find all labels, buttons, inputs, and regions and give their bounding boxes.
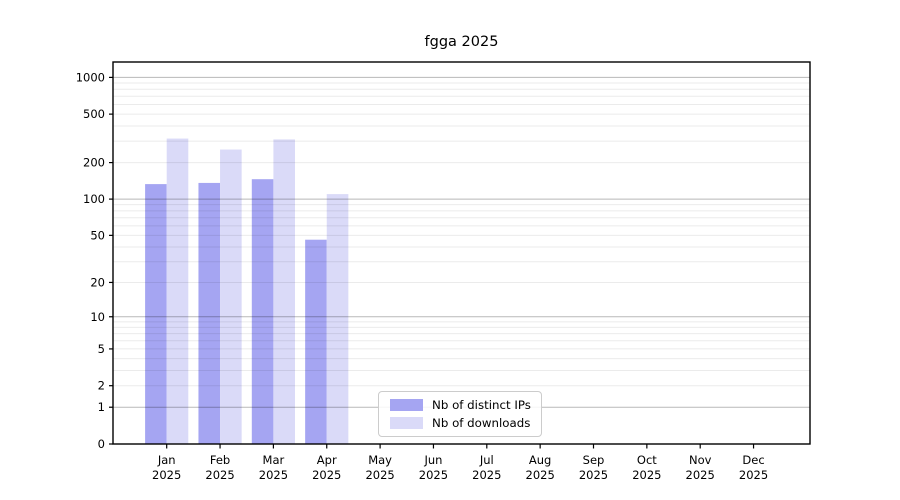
bar-feb-distinct-ips xyxy=(198,182,221,444)
y-tick-label: 50 xyxy=(90,228,105,242)
plot-frame xyxy=(112,61,811,445)
bar-jan-distinct-ips xyxy=(145,184,167,444)
x-tick-label-month: Jun xyxy=(423,453,442,467)
downloads-swatch-icon xyxy=(390,417,423,429)
y-tick-label: 0 xyxy=(98,437,105,451)
x-tick-label-year: 2025 xyxy=(152,468,181,482)
x-tick-label-year: 2025 xyxy=(312,468,341,482)
y-tick-label: 10 xyxy=(90,310,105,324)
x-tick-label-month: Aug xyxy=(529,453,551,467)
x-tick-label-month: Jan xyxy=(157,453,176,467)
x-tick-label-month: Nov xyxy=(689,453,712,467)
x-tick-label-year: 2025 xyxy=(205,468,234,482)
bar-jan-downloads xyxy=(166,138,189,444)
y-tick-label: 20 xyxy=(90,275,105,289)
x-tick-label-month: Apr xyxy=(317,453,337,467)
x-tick-label-year: 2025 xyxy=(686,468,715,482)
y-tick-label: 2 xyxy=(98,379,105,393)
x-tick-label-month: Dec xyxy=(742,453,764,467)
y-tick-label: 100 xyxy=(83,192,105,206)
x-tick-label-year: 2025 xyxy=(526,468,555,482)
x-tick-label-year: 2025 xyxy=(739,468,768,482)
y-tick-label: 500 xyxy=(83,107,105,121)
legend-item-distinct-ips: Nb of distinct IPs xyxy=(379,398,541,412)
y-tick-label: 1 xyxy=(98,400,105,414)
x-tick-label-year: 2025 xyxy=(632,468,661,482)
x-tick-label-month: Feb xyxy=(210,453,230,467)
x-tick-label-month: Jul xyxy=(479,453,494,467)
x-tick-label-year: 2025 xyxy=(419,468,448,482)
y-tick-label: 200 xyxy=(83,156,105,170)
legend: Nb of distinct IPs Nb of downloads xyxy=(378,391,542,437)
bar-feb-downloads xyxy=(220,149,242,444)
y-tick-label: 5 xyxy=(98,342,105,356)
bar-apr-distinct-ips xyxy=(305,239,327,444)
bar-mar-distinct-ips xyxy=(251,179,274,444)
x-tick-label-month: Oct xyxy=(637,453,657,467)
legend-item-downloads: Nb of downloads xyxy=(379,416,541,430)
x-tick-label-month: May xyxy=(368,453,392,467)
x-tick-label-year: 2025 xyxy=(259,468,288,482)
x-tick-label-month: Sep xyxy=(583,453,605,467)
chart-title: fgga 2025 xyxy=(424,34,499,50)
bar-apr-downloads xyxy=(326,194,349,444)
x-tick-label-month: Mar xyxy=(263,453,285,467)
legend-label: Nb of downloads xyxy=(432,416,531,430)
legend-label: Nb of distinct IPs xyxy=(432,398,531,412)
x-tick-label-year: 2025 xyxy=(579,468,608,482)
y-tick-label: 1000 xyxy=(76,70,105,84)
x-tick-label-year: 2025 xyxy=(365,468,394,482)
distinct-ips-swatch-icon xyxy=(390,399,423,411)
x-tick-label-year: 2025 xyxy=(472,468,501,482)
bar-mar-downloads xyxy=(273,139,295,445)
